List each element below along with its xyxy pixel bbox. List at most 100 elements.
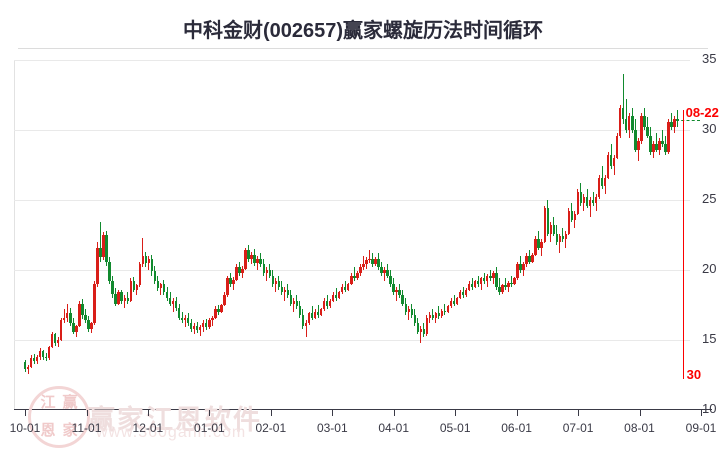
candle-body bbox=[446, 306, 450, 312]
candle-body bbox=[600, 177, 604, 186]
candle-body bbox=[78, 303, 81, 326]
candle-body bbox=[676, 118, 679, 121]
candle-body bbox=[483, 278, 486, 282]
candle-body bbox=[380, 267, 383, 273]
candle-body bbox=[162, 284, 166, 293]
x-axis-label: 11-01 bbox=[71, 421, 102, 435]
candle-wick bbox=[335, 288, 337, 301]
title-divider bbox=[18, 48, 708, 49]
x-axis-label: 02-01 bbox=[255, 421, 287, 435]
candle-body bbox=[328, 300, 332, 307]
candle-body bbox=[63, 317, 66, 321]
candle-body bbox=[404, 303, 407, 312]
candle-body bbox=[310, 313, 314, 318]
candle-body bbox=[634, 130, 637, 150]
x-axis-tick bbox=[332, 410, 334, 416]
candle-wick bbox=[353, 267, 355, 282]
candle-body bbox=[443, 310, 447, 312]
candle-body bbox=[576, 191, 580, 214]
candle-body bbox=[262, 264, 265, 273]
candle-wick bbox=[507, 281, 509, 293]
candle-wick bbox=[589, 197, 591, 217]
candle-body bbox=[649, 135, 652, 153]
candle-body bbox=[371, 258, 374, 265]
candle-body bbox=[199, 327, 202, 331]
candle-wick bbox=[396, 286, 398, 301]
candle-body bbox=[165, 292, 169, 298]
candle-body bbox=[597, 177, 601, 198]
candle-wick bbox=[199, 324, 201, 336]
candle-body bbox=[467, 284, 471, 290]
candle-body bbox=[331, 295, 335, 301]
candle-body bbox=[667, 121, 670, 153]
x-axis-tick bbox=[270, 410, 272, 416]
candle-wick bbox=[671, 113, 673, 130]
candle-body bbox=[622, 107, 625, 119]
candle-body bbox=[461, 292, 465, 296]
candle-wick bbox=[275, 278, 277, 293]
candle-body bbox=[295, 300, 299, 307]
candle-body bbox=[540, 242, 543, 248]
y-axis-label: 15 bbox=[702, 331, 717, 346]
cycle-vertical-line[interactable] bbox=[682, 110, 685, 379]
candle-body bbox=[319, 309, 323, 315]
candle-body bbox=[395, 289, 398, 293]
candle-wick bbox=[368, 250, 370, 263]
candle-body bbox=[301, 314, 305, 326]
candle-body bbox=[603, 177, 607, 186]
x-axis-label: 09-01 bbox=[685, 421, 717, 435]
candle-wick bbox=[453, 295, 455, 307]
candle-wick bbox=[211, 316, 213, 326]
candle-body bbox=[171, 300, 175, 304]
candle-body bbox=[274, 281, 277, 284]
candle-body bbox=[588, 200, 592, 206]
candle-body bbox=[389, 275, 392, 284]
candle-body bbox=[44, 356, 48, 359]
candle-wick bbox=[677, 110, 679, 128]
candle-wick bbox=[184, 314, 186, 328]
candle-wick bbox=[384, 267, 386, 282]
gridline-20 bbox=[14, 270, 690, 271]
candle-body bbox=[434, 313, 438, 318]
candle-body bbox=[214, 309, 217, 318]
candle-body bbox=[256, 258, 259, 263]
candle-wick bbox=[510, 275, 512, 287]
x-axis-tick bbox=[147, 410, 149, 416]
candle-wick bbox=[305, 320, 307, 338]
candle-body bbox=[501, 285, 504, 293]
candle-body bbox=[32, 358, 36, 361]
candle-body bbox=[452, 300, 456, 304]
candle-body bbox=[398, 289, 401, 296]
candle-wick bbox=[172, 298, 174, 312]
candle-body bbox=[474, 281, 477, 287]
candle-body bbox=[147, 258, 151, 263]
candle-wick bbox=[435, 312, 437, 324]
candle-body bbox=[90, 323, 93, 329]
candle-body bbox=[38, 351, 42, 357]
candle-body bbox=[619, 107, 622, 136]
candle-wick bbox=[284, 286, 286, 301]
candle-body bbox=[664, 144, 667, 153]
x-axis-tick bbox=[86, 410, 88, 416]
candle-body bbox=[522, 264, 525, 270]
candle-body bbox=[561, 236, 565, 240]
candle-wick bbox=[622, 74, 624, 125]
candle-body bbox=[123, 298, 126, 301]
candle-body bbox=[193, 326, 196, 329]
candle-body bbox=[631, 116, 634, 130]
candle-body bbox=[292, 300, 296, 304]
candle-body bbox=[223, 295, 226, 305]
candle-body bbox=[486, 275, 489, 282]
candle-wick bbox=[583, 194, 585, 212]
candle-wick bbox=[136, 284, 138, 296]
candle-body bbox=[386, 270, 389, 276]
candle-wick bbox=[142, 237, 144, 268]
candle-body bbox=[362, 264, 365, 268]
candle-wick bbox=[127, 292, 129, 304]
candle-wick bbox=[625, 99, 627, 133]
candle-wick bbox=[160, 282, 162, 296]
candle-body bbox=[477, 281, 480, 284]
candle-body bbox=[628, 116, 631, 130]
candle-wick bbox=[592, 191, 594, 206]
